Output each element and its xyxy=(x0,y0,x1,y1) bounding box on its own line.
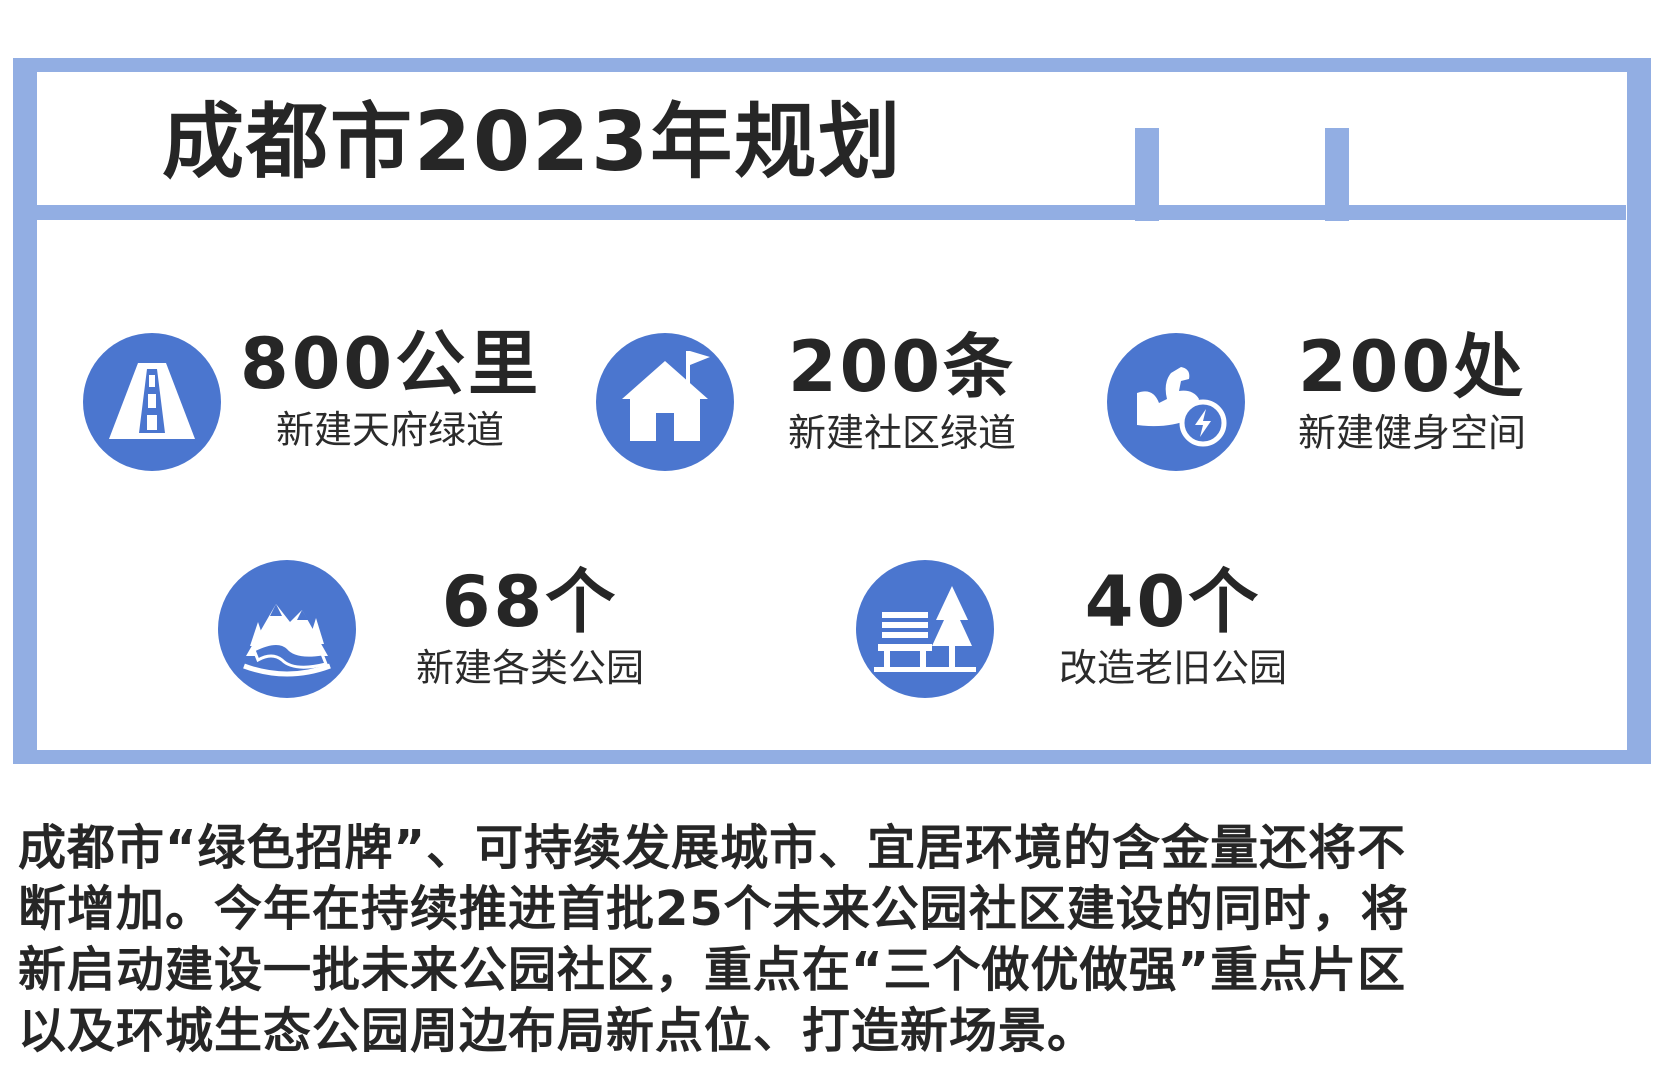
stat-value: 200条 xyxy=(787,326,1017,408)
paragraph-line: 新启动建设一批未来公园社区，重点在“三个做优做强”重点片区 xyxy=(18,942,1407,998)
road-icon xyxy=(83,333,221,471)
stat-fitness-space: 200处 新建健身空间 xyxy=(1262,325,1562,457)
paragraph-line: 成都市“绿色招牌”、可持续发展城市、宜居环境的含金量还将不 xyxy=(18,820,1407,876)
stat-value: 800公里 xyxy=(240,323,542,405)
house-flag-icon xyxy=(596,333,734,471)
stat-value: 200处 xyxy=(1297,326,1527,408)
summary-paragraph: 成都市“绿色招牌”、可持续发展城市、宜居环境的含金量还将不 断增加。今年在持续推… xyxy=(18,818,1648,1062)
stat-greenway: 800公里 新建天府绿道 xyxy=(240,322,540,454)
stat-label: 新建各类公园 xyxy=(415,646,644,690)
header-tab-decoration xyxy=(1325,128,1349,221)
stat-label: 新建天府绿道 xyxy=(275,408,504,452)
mountain-river-icon xyxy=(218,560,356,698)
stat-value: 40个 xyxy=(1084,561,1262,643)
park-bench-tree-icon xyxy=(856,560,994,698)
fitness-arm-icon xyxy=(1107,333,1245,471)
stat-community-greenway: 200条 新建社区绿道 xyxy=(752,325,1052,457)
page-title: 成都市2023年规划 xyxy=(162,95,903,190)
stat-label: 新建健身空间 xyxy=(1297,411,1526,455)
header-tab-decoration xyxy=(1135,128,1159,221)
paragraph-line: 断增加。今年在持续推进首批25个未来公园社区建设的同时，将 xyxy=(18,881,1410,937)
stat-new-parks: 68个 新建各类公园 xyxy=(380,560,680,692)
stat-label: 改造老旧公园 xyxy=(1058,646,1287,690)
paragraph-line: 以及环城生态公园周边布局新点位、打造新场景。 xyxy=(18,1003,1097,1059)
stat-value: 68个 xyxy=(441,561,619,643)
stat-label: 新建社区绿道 xyxy=(787,411,1016,455)
header-divider xyxy=(36,205,1626,220)
stat-renovated-parks: 40个 改造老旧公园 xyxy=(1023,560,1323,692)
